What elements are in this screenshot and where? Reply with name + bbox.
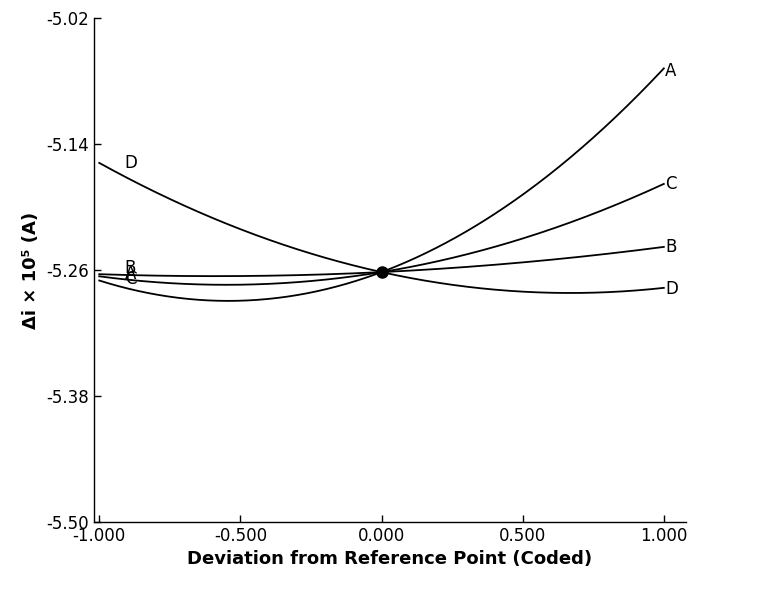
Text: A: A [125, 265, 136, 283]
Y-axis label: Δi × 10⁵ (A): Δi × 10⁵ (A) [23, 211, 41, 329]
Text: C: C [125, 271, 136, 289]
Text: D: D [125, 154, 137, 172]
Text: B: B [125, 259, 136, 277]
Text: C: C [665, 175, 677, 193]
Text: D: D [665, 280, 678, 298]
X-axis label: Deviation from Reference Point (Coded): Deviation from Reference Point (Coded) [187, 550, 593, 568]
Text: A: A [665, 61, 676, 79]
Text: B: B [665, 238, 676, 256]
